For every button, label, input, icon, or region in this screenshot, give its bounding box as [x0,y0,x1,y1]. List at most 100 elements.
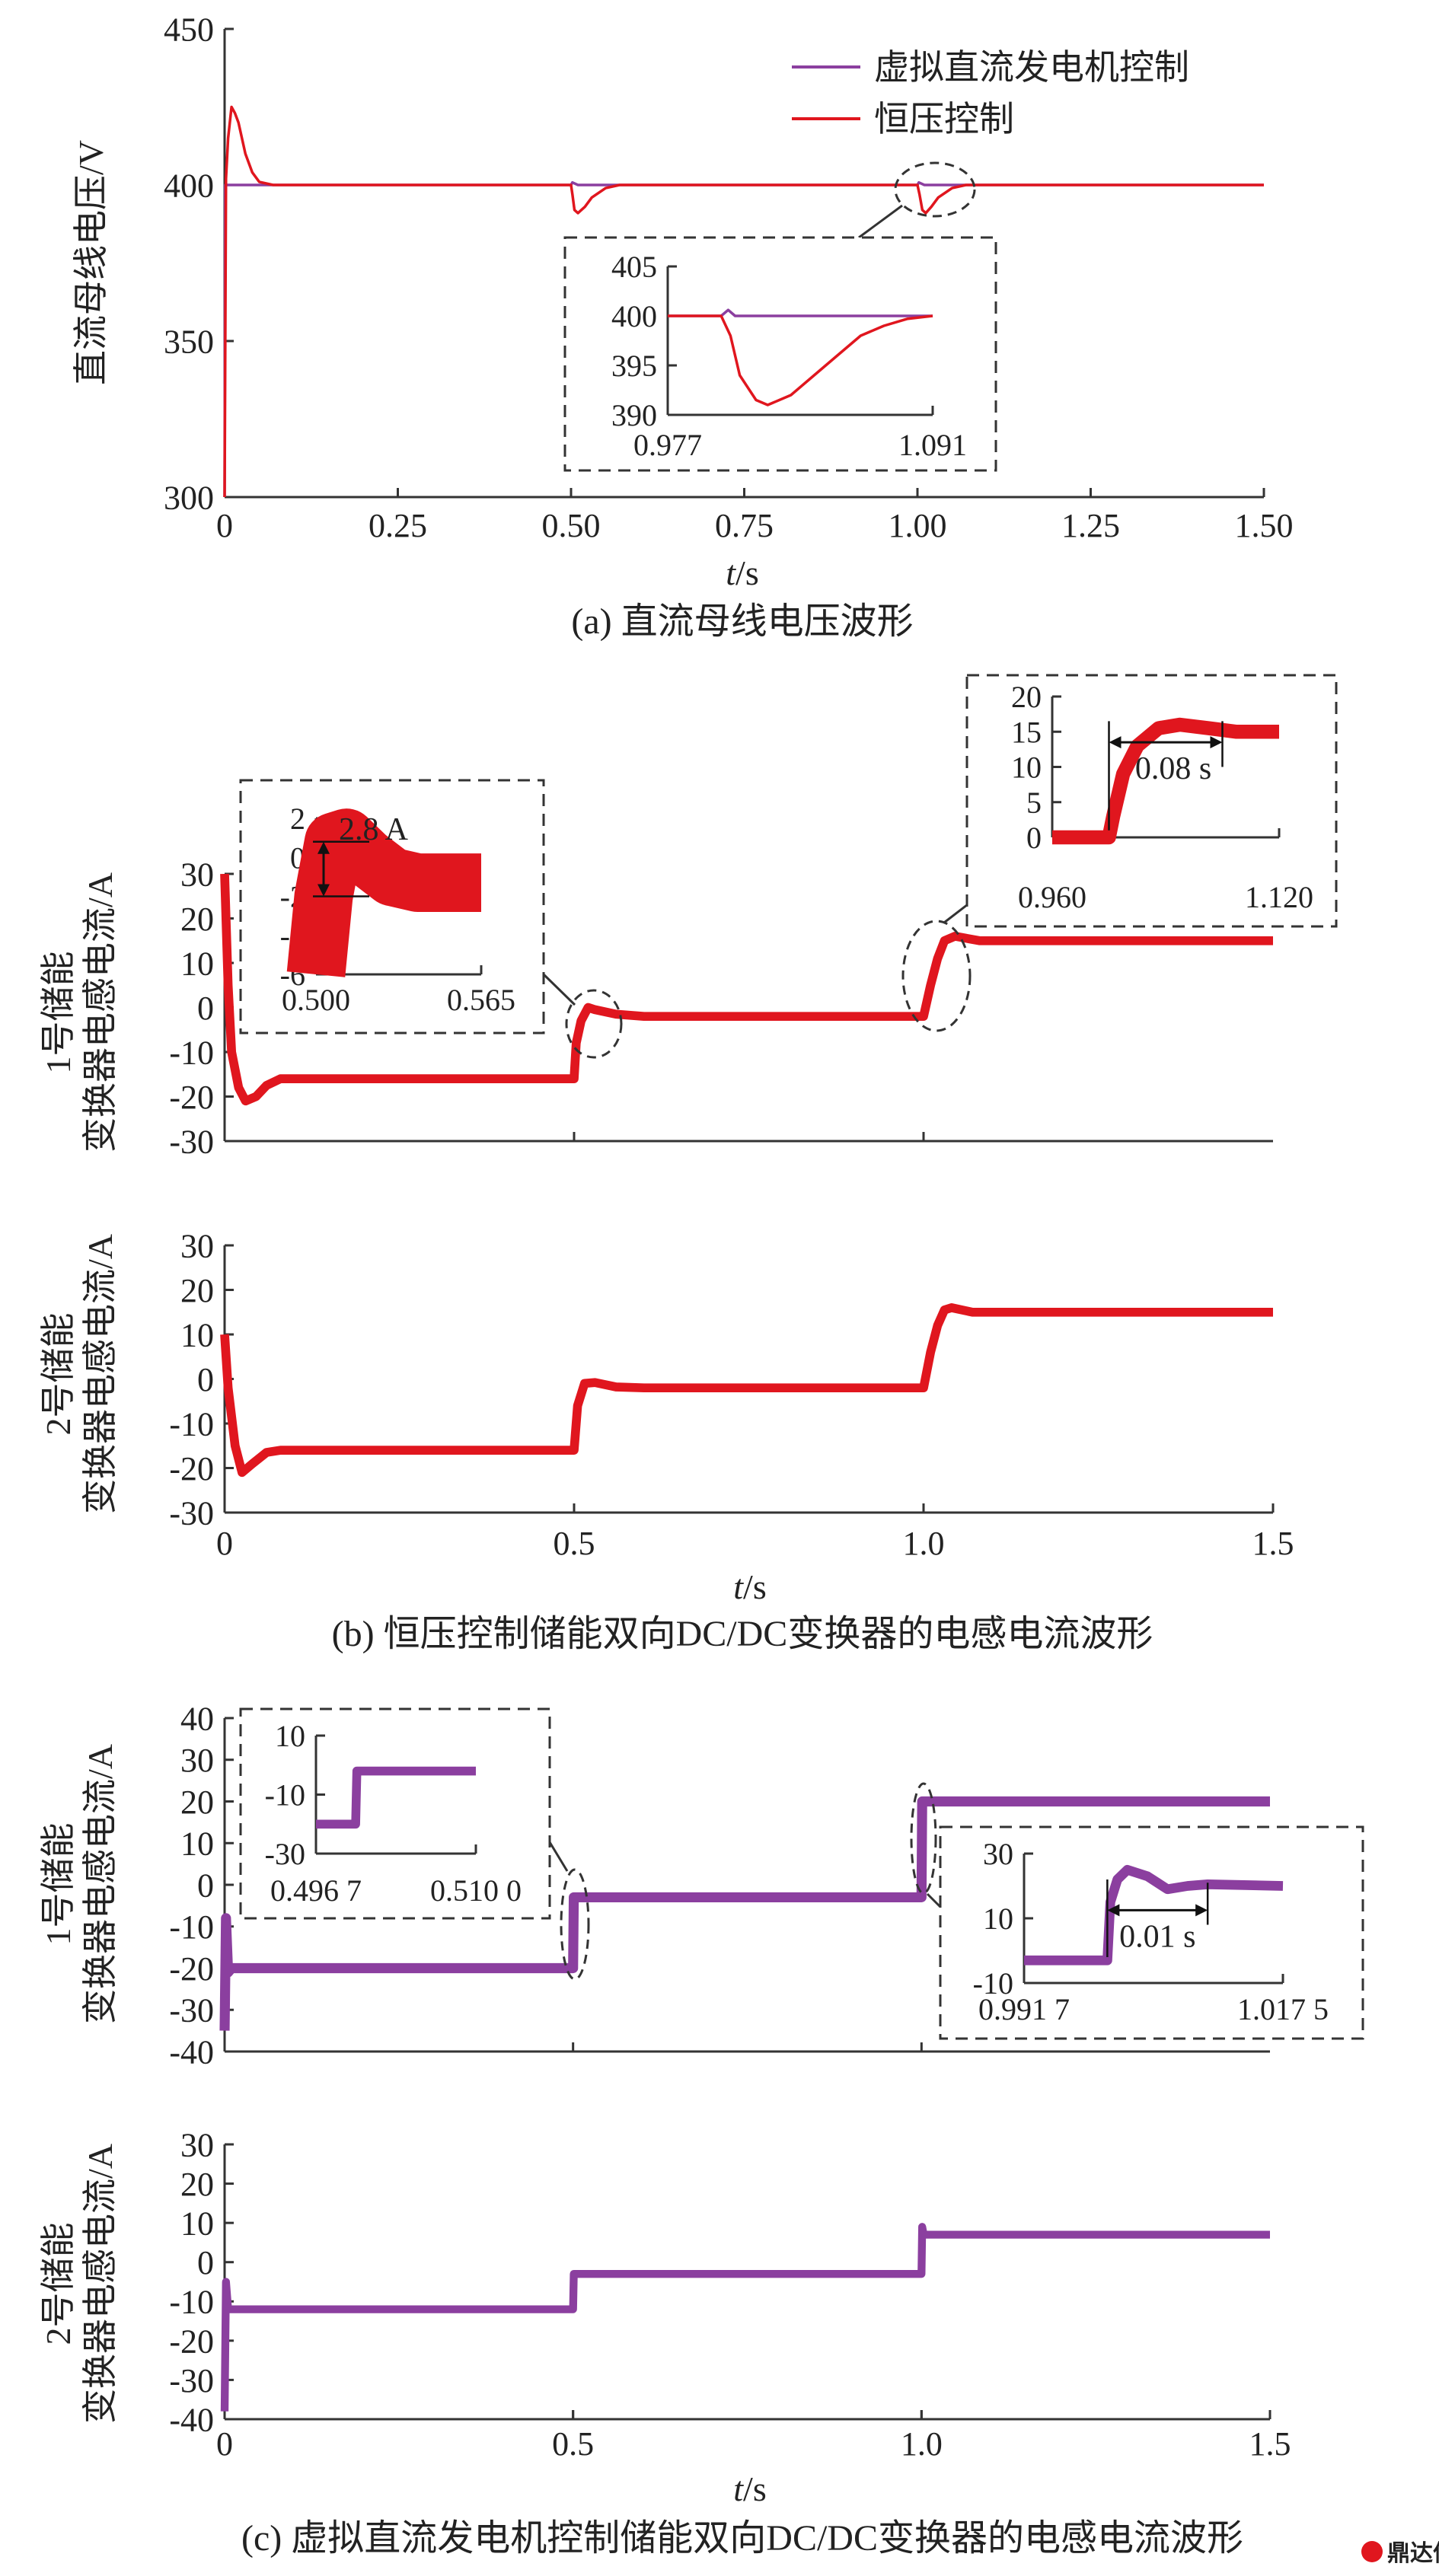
y-tick-label-c1: 30 [180,1742,214,1779]
x-tick-label-b2: 0.5 [554,1525,595,1562]
series-line-c1i1-0 [316,1766,476,1829]
y-tick-label-b1i2: 0 [1026,821,1042,855]
y-tick-label-c1i2: -10 [973,1966,1013,2001]
callout-leader-b1 [542,973,576,1006]
caption-b2: (b) 恒压控制储能双向DC/DC变换器的电感电流波形 [332,1614,1153,1654]
x-tick-label-b1i2: 0.960 [1018,880,1086,914]
x-axis-title-a1: t/s [726,553,758,592]
y-tick-label-b1: 0 [197,990,214,1027]
callout-leader-c1 [548,1841,569,1872]
y-axis-title-c2-line0: 2号储能 [39,2223,78,2345]
x-tick-label-c2: 1.0 [901,2425,943,2463]
callout-ellipse-b2 [901,920,972,1032]
y-tick-label-b2: 0 [197,1361,214,1398]
y-tick-label-b1i2: 10 [1011,751,1042,785]
y-tick-label-c2: 10 [180,2205,214,2243]
y-tick-label-b2: -10 [169,1405,214,1443]
x-tick-label-a1: 0.75 [715,507,774,544]
y-tick-label-c1: -30 [169,1992,214,2029]
y-tick-label-c1i2: 30 [983,1837,1013,1871]
annotation-arrowhead-left [1109,736,1122,749]
x-tick-label-a1: 0.50 [542,507,601,544]
y-tick-label-b2: 20 [180,1272,214,1309]
y-tick-label-c1: -10 [169,1908,214,1946]
series-line-c1-0 [219,1796,1270,2031]
annotation-arrowhead-right [1195,1904,1208,1917]
y-tick-label-c1: -40 [169,2033,214,2071]
callout-ellipse-c1 [560,1868,590,1981]
y-tick-label-b2: 10 [180,1316,214,1353]
x-axis-title-b2: t/s [733,1567,766,1606]
inset-frame-c1i2 [939,1825,1364,2040]
inset-frame-a1i [563,236,997,472]
y-axis-title-c2-line1: 变换器电感电流/A [81,2144,120,2424]
y-tick-label-a1i: 400 [611,299,657,333]
x-axis-title-unit: /s [735,553,759,592]
series-line-c2-0 [220,2223,1270,2412]
x-tick-label-c2: 0 [216,2425,233,2463]
x-axis-title-c2: t/s [733,2469,766,2508]
y-axis-title-c1-line1: 变换器电感电流/A [81,1744,120,2024]
series-line-b1-0 [220,873,1273,1106]
y-tick-label-a1i: 390 [611,398,657,432]
y-tick-label-c1: 0 [197,1867,214,1904]
x-axis-title-var: t [733,1567,744,1606]
y-tick-label-c1i2: 10 [983,1902,1013,1936]
annotation-text-b1i2: 0.08 s [1135,751,1211,786]
callout-leader-a [858,204,903,239]
x-axis-title-var: t [726,553,736,592]
y-axis-title-a1: 直流母线电压/V [72,140,110,385]
y-tick-label-b1: 10 [180,945,214,982]
legend-label-0: 虚拟直流发电机控制 [874,48,1189,87]
series-line-b2-0 [220,1303,1273,1478]
x-tick-label-c2: 1.5 [1249,2425,1291,2463]
y-tick-label-c1i1: -10 [265,1778,305,1812]
y-tick-label-a1: 400 [164,167,214,204]
y-tick-label-b1: -30 [169,1123,214,1160]
y-tick-label-b2: -30 [169,1494,214,1532]
x-axis-title-var: t [733,2469,744,2508]
y-tick-label-a1: 350 [164,323,214,360]
watermark-logo-icon [1361,2541,1383,2562]
x-axis-title-unit: /s [743,2469,767,2508]
y-tick-label-c1: 40 [180,1700,214,1737]
x-tick-label-a1i: 0.977 [633,428,702,462]
x-tick-label-c2: 0.5 [552,2425,594,2463]
x-axis-title-unit: /s [743,1567,767,1606]
series-line-a1-1 [223,105,1264,498]
y-tick-label-c2: -20 [169,2323,214,2360]
caption-c2: (c) 虚拟直流发电机控制储能双向DC/DC变换器的电感电流波形 [241,2518,1243,2558]
caption-a1: (a) 直流母线电压波形 [571,601,913,642]
y-tick-label-b1: 20 [180,901,214,938]
callout-ellipse-a [894,161,976,218]
annotation-text-b1i1: 2.8 A [339,812,409,847]
x-tick-label-a1: 1.50 [1235,507,1294,544]
x-tick-label-c1i2: 0.991 7 [978,1992,1070,2026]
x-tick-label-a1i: 1.091 [898,428,967,462]
inset-frame-c1i1 [239,1707,551,1920]
x-tick-label-c1i2: 1.017 5 [1237,1992,1329,2026]
y-tick-label-b1i2: 15 [1011,715,1042,749]
annotation-arrowhead-up [317,841,330,854]
y-tick-label-c2: 30 [180,2126,214,2163]
y-tick-label-b1i2: 20 [1011,680,1042,714]
x-tick-label-b1i2: 1.120 [1245,880,1313,914]
x-tick-label-b2: 1.0 [903,1525,945,1562]
annotation-text-c1i2: 0.01 s [1119,1919,1195,1954]
y-tick-label-a1: 300 [164,479,214,516]
y-tick-label-c2: -10 [169,2284,214,2321]
y-tick-label-b1: 30 [180,856,214,893]
y-tick-label-c1: 20 [180,1784,214,1821]
y-tick-label-c1: -20 [169,1950,214,1988]
x-tick-label-a1: 1.00 [889,507,947,544]
x-tick-label-b2: 0 [216,1525,233,1562]
x-tick-label-a1: 0 [216,507,233,544]
y-tick-label-c2: -30 [169,2362,214,2399]
y-axis-title-c1-line0: 1号储能 [39,1823,78,1946]
y-axis-title-b1-line1: 变换器电感电流/A [81,872,120,1153]
watermark-text: 鼎达信 [1387,2541,1439,2566]
y-tick-label-c2: 20 [180,2166,214,2203]
x-tick-label-c1i1: 0.510 0 [430,1873,522,1908]
callout-ellipse-c2 [910,1782,937,1895]
